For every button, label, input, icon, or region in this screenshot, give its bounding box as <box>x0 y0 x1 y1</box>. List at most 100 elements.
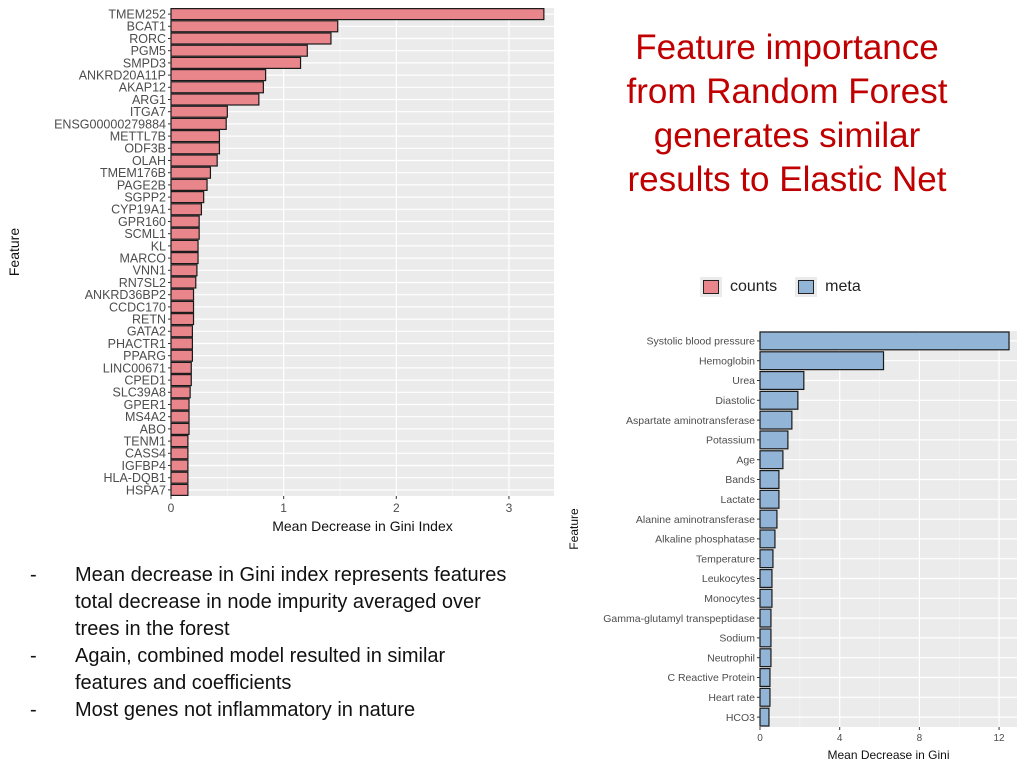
bullet-list: - Mean decrease in Gini index represents … <box>30 562 510 724</box>
bar-Alanine aminotransferase <box>759 509 778 529</box>
y-tick-label: Alanine aminotransferase <box>636 514 755 526</box>
y-tick-label: SMPD3 <box>123 56 166 70</box>
x-tick-label: 2 <box>393 501 400 515</box>
y-tick-label: RORC <box>129 32 166 46</box>
y-tick-label: GPR160 <box>118 215 166 229</box>
y-tick-label: Systolic blood pressure <box>646 336 755 348</box>
bar-ANKRD36BP2 <box>170 288 195 301</box>
y-tick-label: CASS4 <box>125 447 166 461</box>
x-tick-label: 3 <box>506 501 513 515</box>
y-tick-label: ABO <box>140 422 167 436</box>
bar-PAGE2B <box>170 178 208 191</box>
bar-AKAP12 <box>170 81 264 94</box>
y-tick-label: Diastolic <box>715 395 755 407</box>
legend-label-meta: meta <box>825 278 861 295</box>
y-tick-label: TMEM176B <box>100 166 166 180</box>
bar-Age <box>759 450 784 470</box>
bullet-text: Again, combined model resulted in simila… <box>75 645 446 694</box>
bar-Aspartate aminotransferase <box>759 410 793 430</box>
y-tick-label: SLC39A8 <box>112 386 166 400</box>
y-tick-label: SGPP2 <box>124 190 166 204</box>
bullet-item: - Mean decrease in Gini index represents … <box>30 562 510 643</box>
bar-SGPP2 <box>170 191 205 204</box>
bar-Urea <box>759 370 805 391</box>
bar-ENSG00000279884 <box>170 117 227 130</box>
bar-Lactate <box>759 489 780 509</box>
x-axis-label: Mean Decrease in Gini <box>827 748 949 762</box>
y-tick-label: ODF3B <box>124 142 166 156</box>
y-tick-label: Temperature <box>696 553 755 565</box>
bar-Sodium <box>759 628 772 648</box>
x-axis-label: Mean Decrease in Gini Index <box>272 518 453 534</box>
bar-C Reactive Protein <box>759 667 771 688</box>
y-tick-label: LINC00671 <box>103 361 166 375</box>
y-tick-label: PHACTR1 <box>108 337 166 351</box>
y-tick-label: AKAP12 <box>119 81 166 95</box>
bar-Potassium <box>759 430 789 450</box>
bar-RETN <box>170 313 195 326</box>
y-tick-label: Monocytes <box>704 593 755 605</box>
bar-ITGA7 <box>170 105 228 118</box>
y-tick-label: TENM1 <box>124 434 166 448</box>
bar-GATA2 <box>170 325 194 338</box>
bar-TMEM252 <box>170 8 545 21</box>
legend-item-meta: meta <box>795 277 861 297</box>
y-tick-label: Sodium <box>719 633 755 645</box>
y-tick-label: CPED1 <box>124 373 166 387</box>
y-tick-label: TMEM252 <box>108 7 166 21</box>
bar-LINC00671 <box>170 361 192 374</box>
y-tick-label: OLAH <box>132 154 166 168</box>
y-tick-label: PGM5 <box>131 44 166 58</box>
bar-Alkaline phosphatase <box>759 529 776 549</box>
y-tick-label: ITGA7 <box>130 105 166 119</box>
bar-RN7SL2 <box>170 276 197 289</box>
bar-PPARG <box>170 349 194 362</box>
y-tick-label: MS4A2 <box>125 410 166 424</box>
bar-Leukocytes <box>759 568 773 589</box>
bar-ARG1 <box>170 93 260 106</box>
x-tick-label: 1 <box>280 501 287 515</box>
y-tick-label: HLA-DQB1 <box>103 471 166 485</box>
y-tick-label: Age <box>736 454 755 466</box>
bar-GPER1 <box>170 398 190 411</box>
bar-METTL7B <box>170 130 221 143</box>
y-tick-label: ANKRD20A11P <box>79 68 166 82</box>
bar-CYP19A1 <box>170 203 203 216</box>
y-tick-label: RETN <box>132 312 166 326</box>
bar-Bands <box>759 469 780 490</box>
bar-ANKRD20A11P <box>170 69 267 82</box>
y-tick-label: Lactate <box>721 494 756 506</box>
legend-swatch-counts <box>703 280 719 294</box>
bar-Temperature <box>759 549 774 569</box>
y-tick-label: Leukocytes <box>702 573 755 585</box>
legend-key-meta <box>795 277 818 297</box>
y-tick-label: ANKRD36BP2 <box>85 288 166 302</box>
x-tick-label: 12 <box>994 733 1006 744</box>
x-tick-label: 4 <box>837 733 843 744</box>
y-tick-label: PPARG <box>123 349 166 363</box>
y-tick-label: BCAT1 <box>127 20 166 34</box>
y-tick-label: ARG1 <box>132 93 166 107</box>
bar-MARCO <box>170 252 199 265</box>
bar-VNN1 <box>170 264 198 277</box>
bar-Heart rate <box>759 687 771 707</box>
x-tick-label: 0 <box>168 501 175 515</box>
bar-Diastolic <box>759 390 799 410</box>
bar-HSPA7 <box>170 483 189 496</box>
bar-CPED1 <box>170 374 192 387</box>
y-tick-label: VNN1 <box>133 264 166 278</box>
y-tick-label: SCML1 <box>124 227 166 241</box>
legend-label-counts: counts <box>730 278 778 295</box>
y-tick-label: Alkaline phosphatase <box>655 534 755 546</box>
bar-BCAT1 <box>170 20 339 33</box>
y-tick-label: HCO3 <box>726 712 755 724</box>
y-tick-label: Bands <box>725 474 755 486</box>
y-tick-label: Aspartate aminotransferase <box>626 415 755 427</box>
bar-IGFBP4 <box>170 459 189 472</box>
y-tick-label: PAGE2B <box>117 178 166 192</box>
bar-GPR160 <box>170 215 200 228</box>
plot-panel <box>171 8 554 496</box>
bar-Neutrophil <box>759 648 772 668</box>
y-tick-label: MARCO <box>119 251 166 265</box>
plot-panel <box>760 331 1017 727</box>
